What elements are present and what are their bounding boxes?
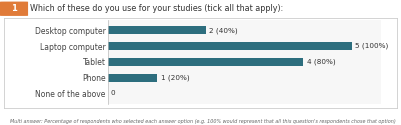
Bar	[108, 74, 157, 82]
Text: Which of these do you use for your studies (tick all that apply):: Which of these do you use for your studi…	[30, 4, 284, 13]
Text: Multi answer: Percentage of respondents who selected each answer option (e.g. 10: Multi answer: Percentage of respondents …	[10, 119, 396, 124]
Bar	[108, 26, 206, 34]
Text: 1 (20%): 1 (20%)	[161, 74, 189, 81]
Bar	[108, 42, 352, 50]
Text: 5 (100%): 5 (100%)	[355, 43, 389, 49]
Text: 2 (40%): 2 (40%)	[209, 27, 238, 34]
Text: 4 (80%): 4 (80%)	[307, 59, 335, 65]
Text: 0: 0	[111, 90, 115, 96]
FancyBboxPatch shape	[0, 2, 28, 16]
Text: 1: 1	[11, 4, 17, 13]
Bar	[108, 58, 303, 66]
